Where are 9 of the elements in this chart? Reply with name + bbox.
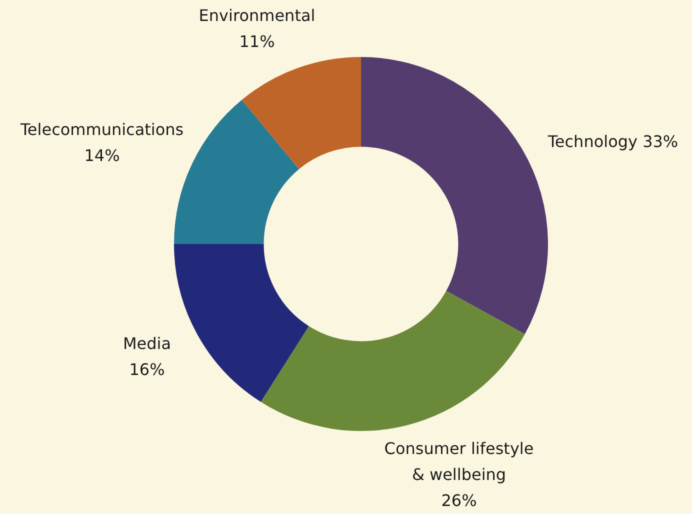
slice-label: Technology 33% [546,132,678,152]
data-label: 11% [239,32,275,52]
data-label: 26% [441,491,477,510]
slice-label: Environmental [198,6,316,26]
slice-label: Media [122,334,172,354]
slice-label: Consumer lifestyle & wellbeing [384,439,534,484]
slice-label: Telecommunications [19,120,184,140]
data-label: 14% [84,146,120,166]
data-label: 16% [129,360,165,380]
